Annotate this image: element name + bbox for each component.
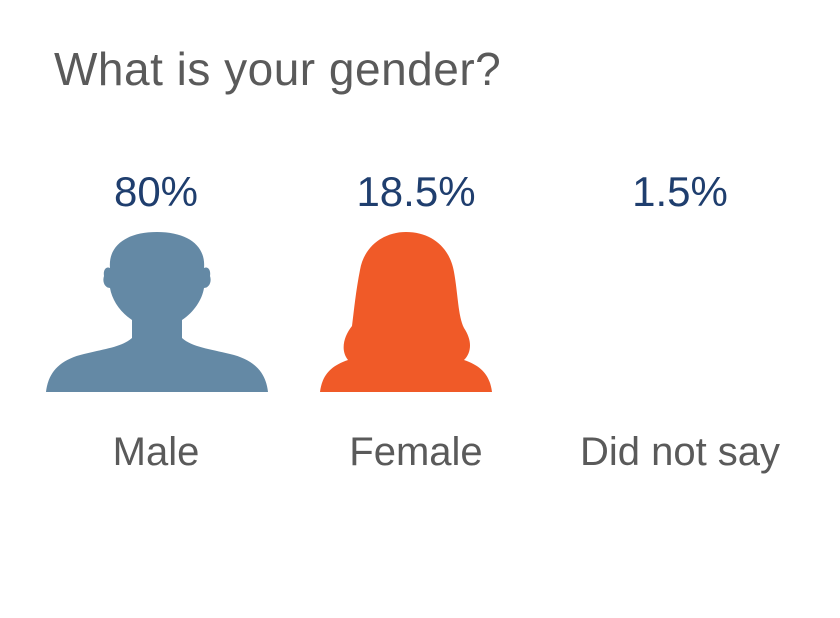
- value-label-did-not-say: 1.5%: [632, 168, 728, 215]
- category-label-did-not-say: Did not say: [579, 430, 781, 474]
- category-label-female: Female: [349, 430, 483, 474]
- male-silhouette-icon: [36, 226, 276, 396]
- value-label-male: 80%: [113, 168, 199, 215]
- chart-title: What is your gender?: [54, 43, 502, 95]
- female-silhouette-icon: [296, 226, 536, 396]
- male-silhouette-shape: [46, 232, 268, 392]
- category-female: 18.5% Female: [296, 160, 536, 490]
- value-label-female: 18.5%: [356, 168, 476, 215]
- category-male: 80% Male: [36, 160, 276, 490]
- category-did-not-say: 1.5% Did not say: [560, 160, 800, 490]
- category-label-male: Male: [112, 430, 200, 474]
- female-silhouette-shape: [320, 232, 492, 392]
